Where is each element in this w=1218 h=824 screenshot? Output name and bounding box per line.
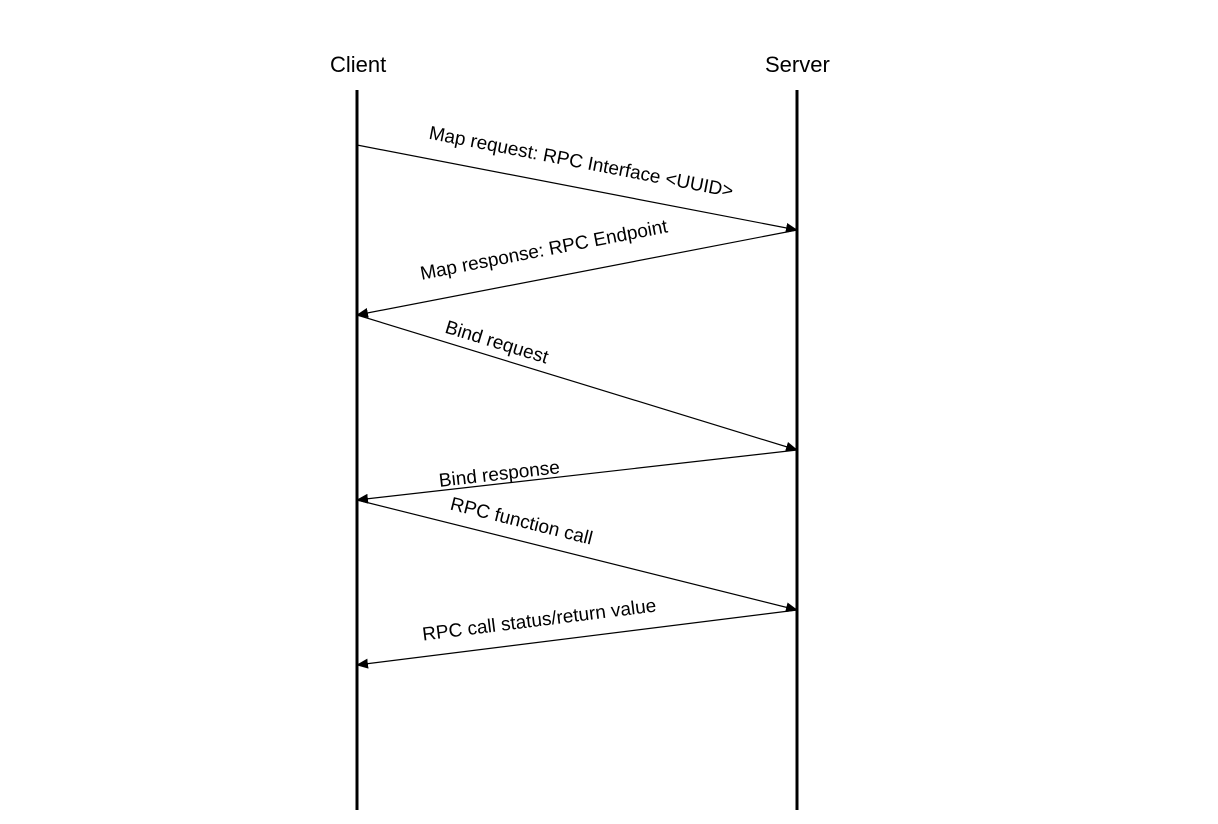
participant-label-client: Client <box>330 52 386 77</box>
participant-label-server: Server <box>765 52 830 77</box>
diagram-background <box>0 0 1218 824</box>
